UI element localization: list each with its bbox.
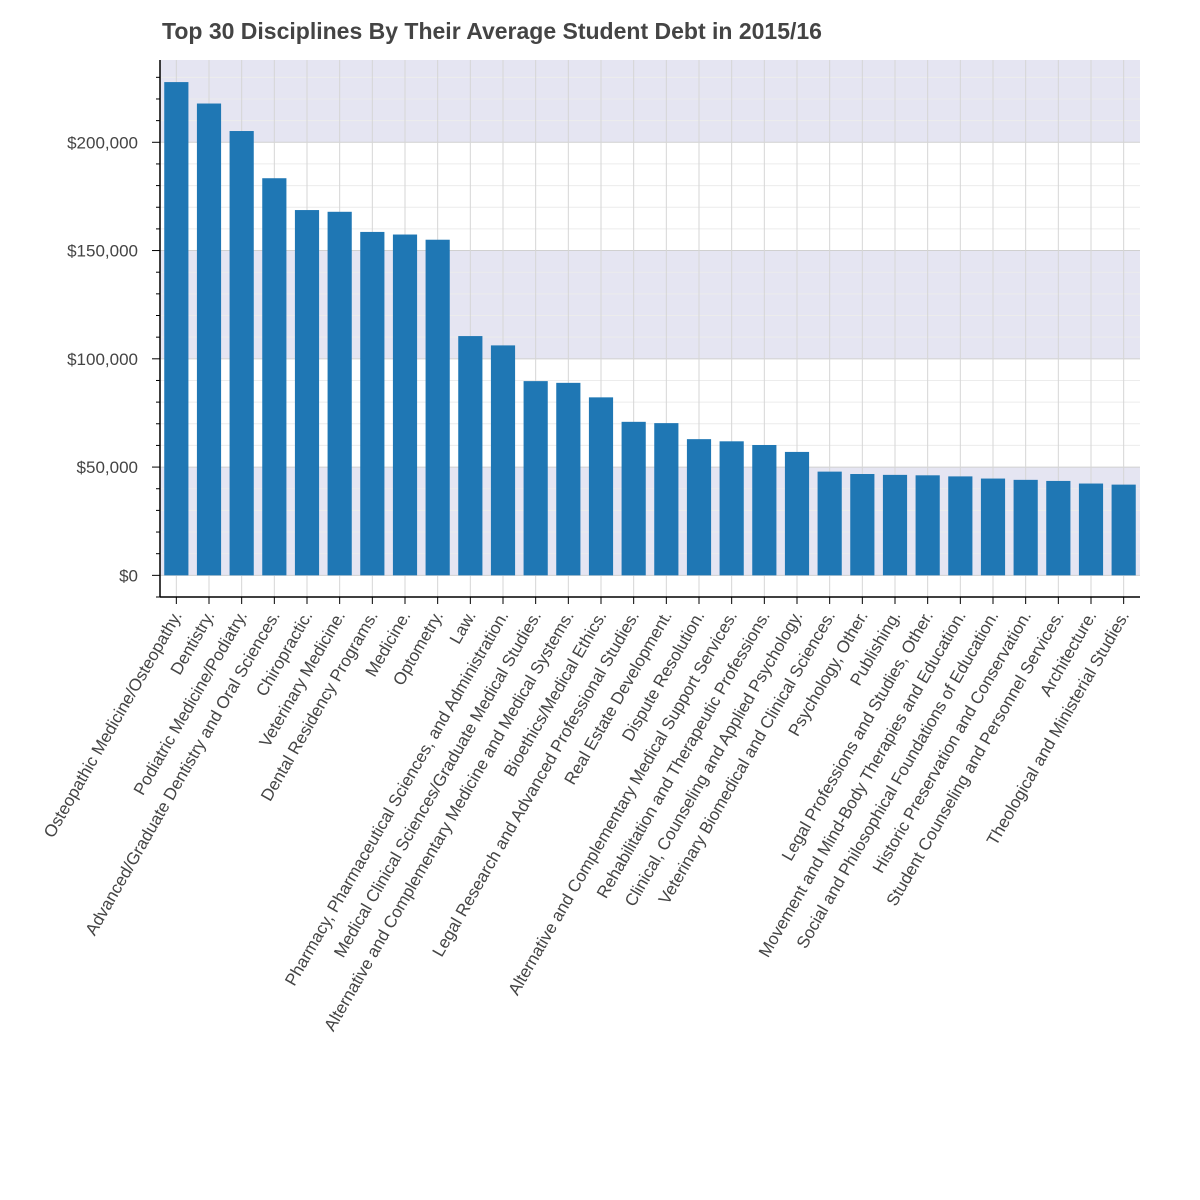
bar — [360, 231, 385, 576]
bar — [784, 451, 810, 576]
bars — [164, 82, 1136, 576]
bar — [752, 444, 777, 576]
y-tick-labels: $0 $50,000 $100,000 $150,000 $200,000 — [67, 133, 138, 585]
background-band — [160, 467, 1140, 576]
bar — [490, 345, 516, 576]
y-tick-label: $100,000 — [67, 350, 138, 369]
bar — [850, 474, 875, 576]
bar — [392, 234, 418, 576]
x-category-label: Law. — [446, 608, 480, 648]
bar — [654, 423, 679, 576]
bar — [425, 239, 450, 576]
background-band — [160, 60, 1140, 143]
bar — [229, 131, 254, 576]
bar — [164, 82, 189, 576]
chart-title: Top 30 Disciplines By Their Average Stud… — [162, 18, 822, 44]
bar — [262, 178, 287, 576]
x-category-label: Alternative and Complementary Medicine a… — [320, 607, 577, 1034]
y-tick-label: $200,000 — [67, 133, 138, 152]
bar — [1013, 479, 1038, 576]
bar — [1046, 480, 1071, 576]
bar — [882, 474, 908, 576]
bar — [719, 441, 744, 576]
axes — [152, 60, 1140, 604]
bar — [621, 421, 646, 576]
bar — [556, 382, 581, 576]
bar — [686, 439, 712, 576]
bar — [948, 476, 973, 576]
bar — [588, 397, 614, 576]
y-tick-label: $150,000 — [67, 242, 138, 261]
bar — [327, 211, 352, 576]
bar — [458, 336, 483, 576]
background-bands — [160, 60, 1140, 597]
bar — [523, 381, 548, 576]
x-tick-labels: Osteopathic Medicine/Osteopathy.Dentistr… — [40, 607, 1133, 1034]
y-tick-label: $50,000 — [77, 458, 138, 477]
bar — [294, 210, 320, 576]
bar — [915, 475, 940, 576]
background-band — [160, 250, 1140, 359]
bar — [1111, 484, 1136, 576]
bar — [980, 478, 1006, 576]
x-category-label: Medical Clinical Sciences/Graduate Medic… — [330, 608, 545, 961]
bar — [817, 471, 842, 576]
y-tick-label: $0 — [119, 566, 138, 585]
bar — [1078, 483, 1104, 576]
bar — [196, 103, 222, 576]
